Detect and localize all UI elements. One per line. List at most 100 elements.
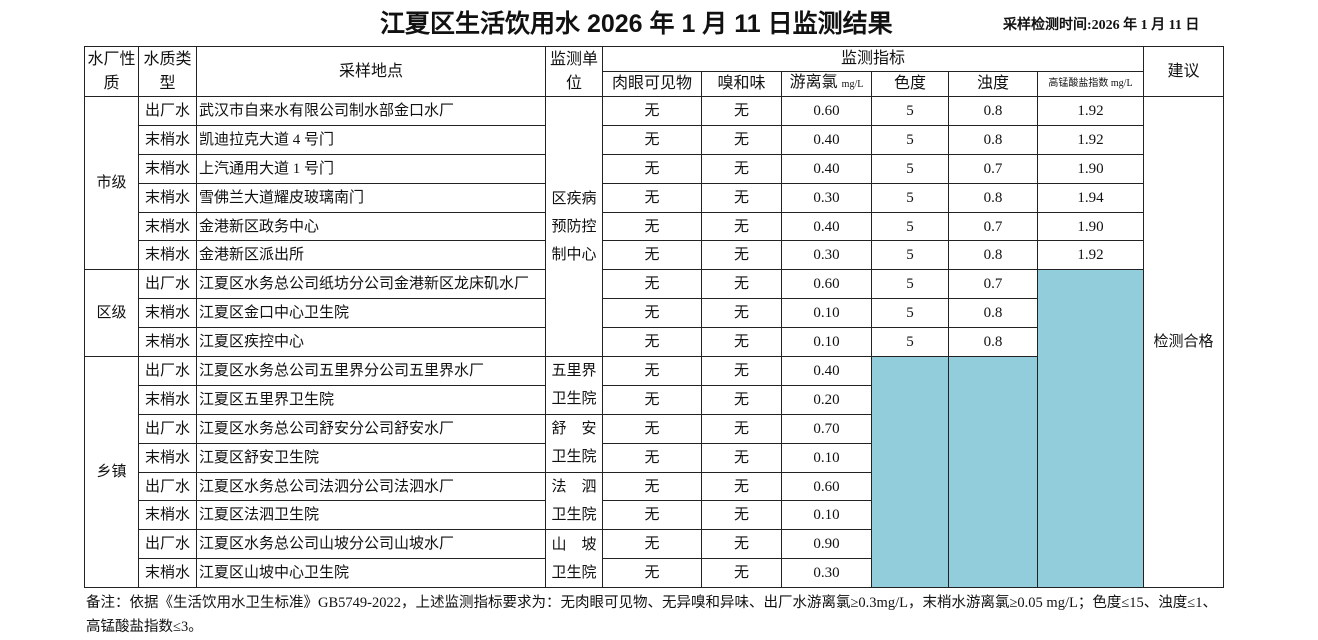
water-type-cell: 末梢水 [138,240,197,271]
header-site: 采样地点 [196,46,546,97]
visible-cell: 无 [602,500,702,531]
odor-cell: 无 [701,211,782,242]
visible-cell: 无 [602,124,702,155]
odor-cell: 无 [701,298,782,329]
site-cell: 上汽通用大道 1 号门 [196,153,546,184]
water-type-cell: 出厂水 [138,471,197,502]
visible-cell: 无 [602,269,702,300]
table-row: 末梢水 凯迪拉克大道 4 号门无无 0.40 5 0.8 1.92 [85,124,1224,155]
visible-cell: 无 [602,96,702,126]
unit-cell: 山 坡卫生院 [545,529,603,589]
site-cell: 江夏区水务总公司山坡分公司山坡水厂 [196,529,546,560]
water-type-cell: 末梢水 [138,500,197,531]
visible-cell: 无 [602,211,702,242]
site-cell: 凯迪拉克大道 4 号门 [196,124,546,155]
odor-cell: 无 [701,356,782,386]
chlorine-cell: 0.10 [781,442,872,473]
turbidity-cell: 0.8 [948,240,1038,271]
chlorine-cell: 0.30 [781,240,872,271]
chlorine-label: 游离氯 [789,74,838,91]
site-cell: 江夏区金口中心卫生院 [196,298,546,329]
water-type-cell: 末梢水 [138,327,197,358]
odor-cell: 无 [701,442,782,473]
visible-cell: 无 [602,442,702,473]
site-cell: 江夏区水务总公司法泗分公司法泗水厂 [196,471,546,502]
header-color: 色度 [871,71,949,97]
site-cell: 江夏区五里界卫生院 [196,384,546,415]
table-row: 末梢水 江夏区五里界卫生院无无 0.20 [85,384,1224,415]
chlorine-cell: 0.40 [781,356,872,386]
turbidity-cell: 0.8 [948,96,1038,126]
table-row: 末梢水 雪佛兰大道耀皮玻璃南门无无 0.30 5 0.8 1.94 [85,182,1224,213]
turbidity-cell: 0.8 [948,182,1038,213]
chlorine-unit: mg/L [841,79,864,90]
site-cell: 江夏区水务总公司纸坊分公司金港新区龙床矶水厂 [196,269,546,300]
site-cell: 金港新区政务中心 [196,211,546,242]
odor-cell: 无 [701,471,782,502]
color-highlight-cell [871,356,949,589]
header-water-type: 水质类型 [138,46,197,97]
water-type-cell: 末梢水 [138,153,197,184]
color-cell: 5 [871,153,949,184]
site-cell: 江夏区水务总公司五里界分公司五里界水厂 [196,356,546,386]
chlorine-cell: 0.40 [781,211,872,242]
odor-cell: 无 [701,384,782,415]
table-row: 末梢水 江夏区山坡中心卫生院无无 0.30 [85,558,1224,589]
sampling-time: 采样检测时间:2026 年 1 月 11 日 [1003,18,1200,33]
header-chlorine: 游离氯 mg/L [781,71,872,97]
odor-cell: 无 [701,327,782,358]
turbidity-cell: 0.7 [948,153,1038,184]
permanganate-cell: 1.94 [1037,182,1144,213]
header-unit: 监测单位 [545,46,603,97]
odor-cell: 无 [701,413,782,444]
table-row: 出厂水 江夏区水务总公司法泗分公司法泗水厂法 泗卫生院无无 0.60 [85,471,1224,531]
chlorine-cell: 0.60 [781,471,872,502]
site-cell: 江夏区山坡中心卫生院 [196,558,546,589]
water-type-cell: 出厂水 [138,356,197,386]
site-cell: 雪佛兰大道耀皮玻璃南门 [196,182,546,213]
unit-cell: 舒 安卫生院 [545,413,603,473]
water-type-cell: 末梢水 [138,384,197,415]
color-cell: 5 [871,298,949,329]
chlorine-cell: 0.70 [781,413,872,444]
table-row: 末梢水 江夏区舒安卫生院无无 0.10 [85,442,1224,473]
visible-cell: 无 [602,471,702,502]
odor-cell: 无 [701,124,782,155]
table-row: 末梢水 江夏区金口中心卫生院无无 0.10 5 0.8 [85,298,1224,329]
chlorine-cell: 0.90 [781,529,872,560]
header-indicators: 监测指标 [602,46,1144,72]
visible-cell: 无 [602,558,702,589]
table-row: 市级 出厂水 武汉市自来水有限公司制水部金口水厂 区疾病预防控制中心无无 0.60 5 0.… [84,95,1224,589]
visible-cell: 无 [602,298,702,329]
site-cell: 武汉市自来水有限公司制水部金口水厂 [196,96,546,126]
visible-cell: 无 [602,384,702,415]
table-row: 乡镇 出厂水 江夏区水务总公司五里界分公司五里界水厂 五里界卫生院无无 0.40 [84,356,1224,589]
color-cell: 5 [871,124,949,155]
color-cell: 5 [871,211,949,242]
water-type-cell: 末梢水 [138,442,197,473]
table-row: 末梢水 上汽通用大道 1 号门无无 0.40 5 0.7 1.90 [85,153,1224,184]
chlorine-cell: 0.10 [781,500,872,531]
header-plant-nature: 水厂性质 [84,46,139,97]
table-row: 区级 出厂水 江夏区水务总公司纸坊分公司金港新区龙床矶水厂无无 0.60 5 0.7 [84,269,1224,589]
chlorine-cell: 0.40 [781,153,872,184]
site-cell: 江夏区舒安卫生院 [196,442,546,473]
visible-cell: 无 [602,356,702,386]
results-table: 水厂性质 水质类型 采样地点 监测单位 监测指标 建议 肉眼可见物 嗅和味 游离… [84,46,1224,589]
chlorine-cell: 0.40 [781,124,872,155]
chlorine-cell: 0.60 [781,96,872,126]
chlorine-cell: 0.10 [781,298,872,329]
table-row: 出厂水 江夏区水务总公司舒安分公司舒安水厂舒 安卫生院无无 0.70 [85,413,1224,473]
turbidity-cell: 0.7 [948,269,1038,300]
plant-nature-cell: 区级 [84,269,139,358]
odor-cell: 无 [701,182,782,213]
visible-cell: 无 [602,529,702,560]
site-cell: 江夏区水务总公司舒安分公司舒安水厂 [196,413,546,444]
advice-cell: 检测合格 [1143,95,1224,589]
site-cell: 江夏区法泗卫生院 [196,500,546,531]
plant-nature-cell: 乡镇 [84,356,139,589]
permanganate-cell: 1.90 [1037,153,1144,184]
odor-cell: 无 [701,240,782,271]
water-type-cell: 末梢水 [138,558,197,589]
permanganate-cell: 1.92 [1037,96,1144,126]
